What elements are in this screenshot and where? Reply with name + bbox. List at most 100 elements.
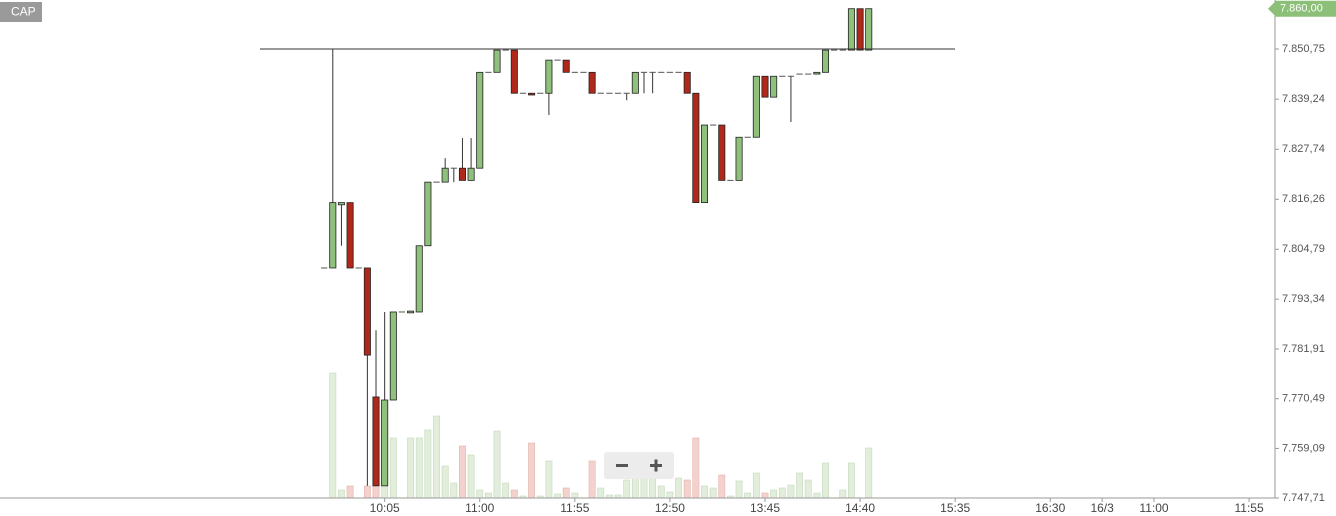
candle-body <box>519 92 527 94</box>
symbol-label: CAP <box>11 5 36 19</box>
candle-body <box>389 311 397 401</box>
candle-body <box>476 71 484 169</box>
volume-bar <box>675 477 682 499</box>
volume-bar <box>484 492 492 499</box>
volume-bar <box>554 493 561 499</box>
candle-body <box>424 181 432 247</box>
x-tick-label: 11:55 <box>560 501 589 515</box>
volume-bar <box>476 489 484 499</box>
volume-bar <box>735 480 743 499</box>
volume-bar <box>597 487 605 499</box>
volume-bar <box>415 437 423 499</box>
candle-body <box>372 396 380 487</box>
candle-body <box>666 71 674 73</box>
y-tick-label: 7.850,75 <box>1282 43 1325 55</box>
candle-body <box>631 71 639 94</box>
x-tick-label: 16:30 <box>1035 501 1065 515</box>
x-tick-label: 10:05 <box>370 501 400 515</box>
candle-body <box>856 8 864 51</box>
volume-bar <box>493 430 501 499</box>
candle-body <box>831 49 838 51</box>
y-tick-label: 7.770,49 <box>1282 393 1325 405</box>
candle-body <box>355 267 362 269</box>
volume-bar <box>787 484 795 499</box>
volume-bar <box>752 472 760 499</box>
volume-bar <box>692 437 700 499</box>
candle-body <box>458 167 466 181</box>
volume-bar <box>822 462 829 499</box>
volume-bar <box>744 492 752 499</box>
volume-bar <box>502 482 510 499</box>
volume-bar <box>467 454 475 499</box>
y-tick-label: 7.793,34 <box>1282 293 1325 305</box>
candle-body <box>735 136 743 181</box>
y-tick-label: 7.816,26 <box>1282 193 1325 205</box>
volume-bar <box>588 460 596 499</box>
candle-body <box>329 202 337 269</box>
y-tick-label: 7.747,71 <box>1282 492 1325 504</box>
candle-body <box>441 167 449 183</box>
volume-bar <box>510 489 518 499</box>
volume-bar <box>329 372 337 499</box>
candle-body <box>710 124 717 126</box>
volume-bar <box>450 482 458 499</box>
x-tick-label: 13:45 <box>750 501 780 515</box>
candle-body <box>787 75 795 77</box>
volume-bar <box>459 445 466 499</box>
x-tick-label: 11:00 <box>465 501 494 515</box>
candle-body <box>640 71 648 73</box>
candle-body <box>805 73 812 75</box>
candle-body <box>485 71 492 73</box>
y-tick-label: 7.839,24 <box>1282 93 1325 105</box>
y-tick-label: 7.827,74 <box>1282 143 1325 155</box>
volume-bar <box>666 491 674 499</box>
candle-body <box>588 71 596 94</box>
volume-bar <box>804 479 812 499</box>
volume-bar <box>709 487 717 499</box>
candle-body <box>321 267 328 269</box>
volume-bar <box>407 437 415 499</box>
candle-body <box>796 73 803 75</box>
volume-bar <box>865 447 873 499</box>
candle-body <box>770 75 778 98</box>
x-tick-label: 15:35 <box>940 501 970 515</box>
candle-body <box>337 202 345 206</box>
candle-body <box>847 8 855 51</box>
candle-body <box>363 267 371 356</box>
volume-bar <box>657 485 665 499</box>
y-tick-label: 7.804,79 <box>1282 243 1325 255</box>
volume-bar <box>839 489 847 499</box>
candle-body <box>554 59 561 61</box>
x-tick-label: 11:00 <box>1139 501 1168 515</box>
volume-bar <box>389 437 397 499</box>
zoom-control[interactable] <box>604 452 674 479</box>
volume-layer <box>329 372 873 499</box>
volume-bar <box>718 474 726 499</box>
volume-bar <box>528 442 536 499</box>
candle-body <box>381 399 389 487</box>
candle-body <box>761 75 769 98</box>
candle-body <box>433 181 440 183</box>
volume-bar <box>770 489 778 499</box>
volume-bar <box>433 415 440 499</box>
candle-body <box>450 167 457 169</box>
volume-bar <box>424 429 432 499</box>
x-tick-label: 12:50 <box>655 501 685 515</box>
candle-body <box>700 124 709 204</box>
candle-body <box>510 49 518 94</box>
candle-body <box>623 92 630 94</box>
last-price-badge <box>1268 0 1336 17</box>
candle-body <box>467 167 475 181</box>
volume-bar <box>813 492 821 499</box>
last-price-label: 7.860,00 <box>1280 3 1323 15</box>
symbol-box <box>0 2 42 22</box>
candle-body <box>839 49 846 51</box>
candle-body <box>398 311 406 313</box>
axes-layer: 7.850,75 7.839,24 7.827,74 7.816,26 7.804,79… <box>370 0 1336 515</box>
candle-body <box>744 136 751 138</box>
x-tick-label: 14:40 <box>845 501 875 515</box>
candle-body <box>649 71 656 73</box>
candle-body <box>528 92 536 96</box>
candle-body <box>502 49 509 51</box>
